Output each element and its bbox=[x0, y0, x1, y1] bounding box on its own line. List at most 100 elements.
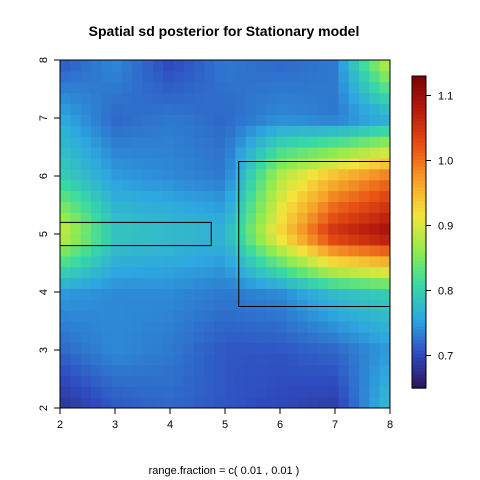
heatmap-cell bbox=[286, 353, 298, 366]
heatmap-cell bbox=[255, 342, 267, 355]
heatmap-cell bbox=[152, 266, 164, 279]
heatmap-cell bbox=[183, 321, 195, 333]
heatmap-cell bbox=[297, 60, 309, 72]
heatmap-cell bbox=[297, 125, 309, 137]
heatmap-cell bbox=[348, 81, 360, 94]
heatmap-cell bbox=[183, 386, 195, 398]
heatmap-cell bbox=[276, 179, 288, 192]
heatmap-cell bbox=[163, 103, 175, 115]
heatmap-cell bbox=[101, 81, 113, 94]
heatmap-cell bbox=[173, 190, 185, 202]
heatmap-cell bbox=[132, 81, 144, 94]
heatmap-cell bbox=[338, 70, 350, 83]
heatmap-cell bbox=[225, 375, 236, 387]
chart-title: Spatial sd posterior for Stationary mode… bbox=[89, 23, 360, 39]
heatmap-cell bbox=[235, 157, 247, 170]
heatmap-cell bbox=[369, 60, 381, 72]
heatmap-cell bbox=[214, 342, 226, 355]
heatmap-cell bbox=[286, 397, 298, 408]
colorbar-segment bbox=[412, 218, 426, 223]
heatmap-cell bbox=[60, 92, 71, 105]
heatmap-cell bbox=[276, 223, 288, 235]
heatmap-cell bbox=[359, 288, 370, 300]
heatmap-cell bbox=[152, 223, 164, 235]
heatmap-cell bbox=[90, 157, 102, 170]
heatmap-cell bbox=[101, 310, 113, 322]
colorbar-segment bbox=[412, 308, 426, 313]
heatmap-cell bbox=[379, 299, 390, 311]
heatmap-cell bbox=[379, 331, 390, 344]
heatmap-cell bbox=[225, 321, 236, 333]
heatmap-cell bbox=[90, 364, 102, 376]
heatmap-cell bbox=[132, 331, 144, 344]
heatmap-cell bbox=[152, 168, 164, 181]
heatmap-cell bbox=[297, 157, 309, 170]
heatmap-cell bbox=[183, 299, 195, 311]
heatmap-cell bbox=[204, 342, 216, 355]
heatmap-cell bbox=[163, 125, 175, 137]
heatmap-cell bbox=[204, 114, 216, 126]
heatmap-cell bbox=[204, 81, 216, 94]
heatmap-cell bbox=[286, 234, 298, 246]
heatmap-cell bbox=[214, 168, 226, 181]
heatmap-cell bbox=[90, 114, 102, 126]
heatmap-cell bbox=[235, 147, 247, 159]
colorbar-segment bbox=[412, 225, 426, 230]
heatmap-cell bbox=[173, 81, 185, 94]
colorbar-segment bbox=[412, 114, 426, 119]
heatmap-cell bbox=[60, 397, 71, 408]
colorbar-segment bbox=[412, 124, 426, 129]
heatmap-cell bbox=[338, 321, 350, 333]
heatmap-cell bbox=[70, 114, 82, 126]
heatmap-cell bbox=[276, 375, 288, 387]
heatmap-cell bbox=[276, 277, 288, 289]
heatmap-cell bbox=[194, 255, 205, 268]
heatmap-cell bbox=[276, 255, 288, 268]
heatmap-cell bbox=[152, 342, 164, 355]
heatmap-cell bbox=[214, 288, 226, 300]
heatmap-cell bbox=[338, 92, 350, 105]
heatmap-cell bbox=[121, 353, 133, 366]
heatmap-cell bbox=[111, 321, 123, 333]
heatmap-cell bbox=[111, 168, 123, 181]
colorbar-segment bbox=[412, 235, 426, 240]
heatmap-cell bbox=[214, 190, 226, 202]
y-tick-label: 8 bbox=[38, 57, 50, 63]
heatmap-cell bbox=[235, 103, 247, 115]
heatmap-cell bbox=[245, 288, 257, 300]
heatmap-cell bbox=[204, 92, 216, 105]
heatmap-cell bbox=[214, 375, 226, 387]
heatmap-cell bbox=[152, 331, 164, 344]
heatmap-cell bbox=[348, 299, 360, 311]
heatmap-cell bbox=[235, 60, 247, 72]
heatmap-cell bbox=[152, 81, 164, 94]
heatmap-cell bbox=[276, 331, 288, 344]
heatmap-cell bbox=[369, 244, 381, 257]
heatmap-cell bbox=[194, 299, 205, 311]
heatmap-cell bbox=[379, 288, 390, 300]
heatmap-cell bbox=[183, 353, 195, 366]
heatmap-cell bbox=[183, 125, 195, 137]
heatmap-cell bbox=[276, 92, 288, 105]
heatmap-cell bbox=[276, 147, 288, 159]
heatmap-cell bbox=[307, 375, 319, 387]
heatmap-cell bbox=[235, 331, 247, 344]
heatmap-cell bbox=[90, 397, 102, 408]
heatmap-plot-area bbox=[59, 59, 391, 409]
heatmap-cell bbox=[111, 212, 123, 224]
heatmap-cell bbox=[338, 342, 350, 355]
heatmap-cell bbox=[121, 397, 133, 408]
heatmap-cell bbox=[194, 310, 205, 322]
colorbar-segment bbox=[412, 152, 426, 157]
heatmap-cell bbox=[90, 81, 102, 94]
heatmap-cell bbox=[70, 168, 82, 181]
heatmap-cell bbox=[80, 397, 92, 408]
heatmap-cell bbox=[255, 386, 267, 398]
heatmap-cell bbox=[348, 397, 360, 408]
heatmap-cell bbox=[297, 223, 309, 235]
heatmap-cell bbox=[132, 386, 144, 398]
heatmap-cell bbox=[204, 179, 216, 192]
heatmap-cell bbox=[255, 288, 267, 300]
heatmap-cell bbox=[225, 114, 236, 126]
heatmap-cell bbox=[214, 157, 226, 170]
